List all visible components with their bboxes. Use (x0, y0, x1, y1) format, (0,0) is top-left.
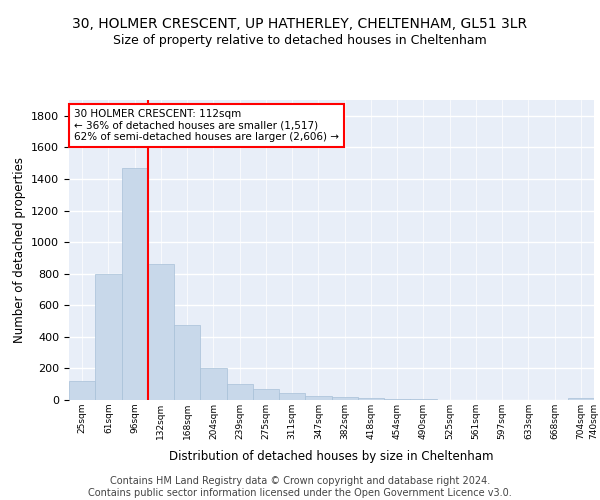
Bar (200, 368, 227, 400)
Bar (227, 384, 253, 400)
Text: Contains HM Land Registry data © Crown copyright and database right 2024.
Contai: Contains HM Land Registry data © Crown c… (88, 476, 512, 498)
Bar (305, 396, 331, 400)
Text: 30 HOLMER CRESCENT: 112sqm
← 36% of detached houses are smaller (1,517)
62% of s: 30 HOLMER CRESCENT: 112sqm ← 36% of deta… (74, 109, 339, 142)
X-axis label: Distribution of detached houses by size in Cheltenham: Distribution of detached houses by size … (169, 450, 494, 464)
Bar (253, 390, 279, 400)
Bar (279, 393, 305, 400)
Bar (121, 168, 148, 400)
Bar (568, 398, 594, 400)
Text: Size of property relative to detached houses in Cheltenham: Size of property relative to detached ho… (113, 34, 487, 47)
Bar (95, 274, 121, 400)
Bar (331, 396, 358, 400)
Bar (358, 398, 384, 400)
Y-axis label: Number of detached properties: Number of detached properties (13, 157, 26, 343)
Bar (148, 264, 174, 400)
Bar (174, 326, 200, 400)
Bar (410, 399, 437, 400)
Text: 30, HOLMER CRESCENT, UP HATHERLEY, CHELTENHAM, GL51 3LR: 30, HOLMER CRESCENT, UP HATHERLEY, CHELT… (73, 18, 527, 32)
Bar (69, 381, 95, 400)
Bar (384, 399, 410, 400)
